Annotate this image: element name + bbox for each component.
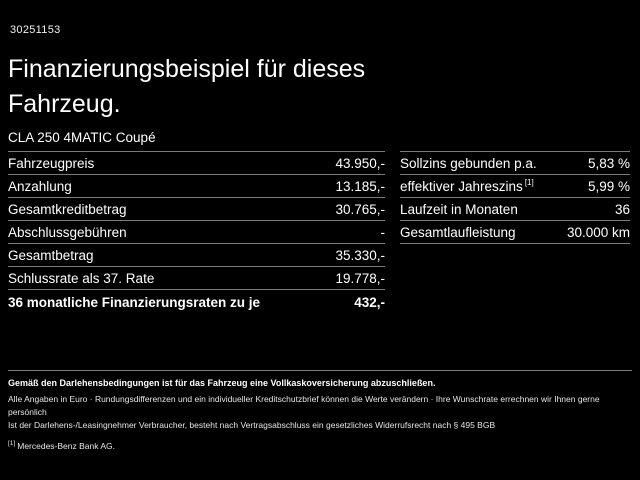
row-label: Laufzeit in Monaten <box>400 201 518 217</box>
row-value: 30.000 km <box>566 224 630 240</box>
page-title-line2: Fahrzeug. <box>8 89 121 118</box>
insurance-note: Gemäß den Darlehensbedingungen ist für d… <box>8 378 436 388</box>
row-label: Abschlussgebühren <box>8 224 127 240</box>
table-row-gesamtbetrag: Gesamtbetrag 35.330,- <box>8 244 385 267</box>
table-row-gesamtlaufleistung: Gesamtlaufleistung 30.000 km <box>400 221 630 244</box>
page-title-line1: Finanzierungsbeispiel für dieses <box>8 55 366 83</box>
table-row-gesamtkreditbetrag: Gesamtkreditbetrag 30.765,- <box>8 198 385 221</box>
row-value: 36 <box>614 201 630 217</box>
page-title: Finanzierungsbeispiel für dieses Fahrzeu… <box>8 52 365 121</box>
row-label: 36 monatliche Finanzierungsraten zu je <box>8 294 261 310</box>
vehicle-id: 30251153 <box>10 24 61 36</box>
financing-table: Fahrzeugpreis 43.950,- Anzahlung 13.185,… <box>8 151 385 314</box>
disclaimer-line1: Alle Angaben in Euro · Rundungsdifferenz… <box>8 394 600 418</box>
footnote-marker: [1] <box>8 439 16 447</box>
row-label: Anzahlung <box>8 178 72 194</box>
row-value: 19.778,- <box>335 270 385 286</box>
row-label: Sollzins gebunden p.a. <box>400 155 537 171</box>
footnote: [1] Mercedes-Benz Bank AG. <box>8 440 632 451</box>
table-row-abschlussgebuehren: Abschlussgebühren - <box>8 221 385 244</box>
table-row-jahreszins: effektiver Jahreszins [1] 5,99 % <box>400 175 630 198</box>
vehicle-name: CLA 250 4MATIC Coupé <box>8 130 156 145</box>
row-value: 13.185,- <box>335 178 385 194</box>
row-label: Gesamtbetrag <box>8 247 94 263</box>
row-label: Schlussrate als 37. Rate <box>8 270 155 286</box>
table-row-laufzeit: Laufzeit in Monaten 36 <box>400 198 630 221</box>
footnote-ref: [1] <box>524 178 534 187</box>
row-value: - <box>380 224 386 240</box>
row-value: 432,- <box>354 294 385 310</box>
table-row-sollzins: Sollzins gebunden p.a. 5,83 % <box>400 152 630 175</box>
row-value: 5,83 % <box>587 155 630 171</box>
row-label: effektiver Jahreszins [1] <box>400 179 534 194</box>
legal-footer: Gemäß den Darlehensbedingungen ist für d… <box>8 370 632 450</box>
row-value: 5,99 % <box>587 178 630 194</box>
row-label-text: effektiver Jahreszins <box>400 178 523 194</box>
table-row-fahrzeugpreis: Fahrzeugpreis 43.950,- <box>8 152 385 175</box>
row-value: 35.330,- <box>335 247 385 263</box>
table-row-schlussrate: Schlussrate als 37. Rate 19.778,- <box>8 267 385 290</box>
row-label: Gesamtlaufleistung <box>400 224 516 240</box>
disclaimer-line2: Ist der Darlehens-/Leasingnehmer Verbrau… <box>8 420 496 431</box>
row-value: 30.765,- <box>335 201 385 217</box>
conditions-table: Sollzins gebunden p.a. 5,83 % effektiver… <box>400 151 630 244</box>
row-label: Gesamtkreditbetrag <box>8 201 127 217</box>
table-row-monthly-rate: 36 monatliche Finanzierungsraten zu je 4… <box>8 290 385 314</box>
row-label: Fahrzeugpreis <box>8 155 95 171</box>
table-row-anzahlung: Anzahlung 13.185,- <box>8 175 385 198</box>
row-value: 43.950,- <box>335 155 385 171</box>
footnote-text: Mercedes-Benz Bank AG. <box>17 440 116 451</box>
